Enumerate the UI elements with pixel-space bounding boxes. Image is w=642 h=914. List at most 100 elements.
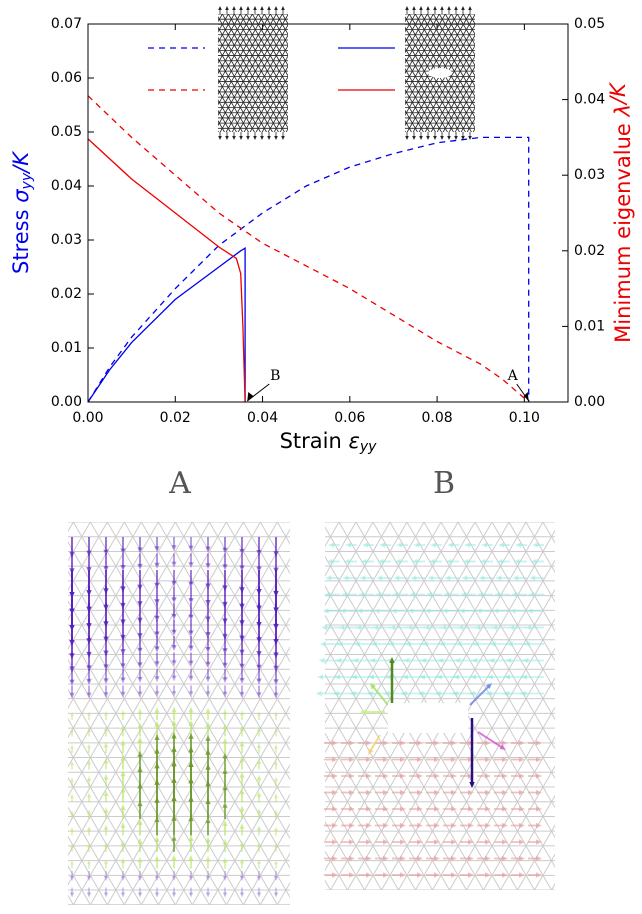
arrow-head xyxy=(317,674,323,680)
bond xyxy=(414,14,475,119)
arrow-head xyxy=(368,748,374,755)
arrow-head xyxy=(332,872,338,878)
arrow-head xyxy=(504,674,510,680)
arrow-head xyxy=(273,809,279,815)
bond xyxy=(68,522,210,768)
arrow-head xyxy=(360,558,367,565)
bond xyxy=(456,14,475,46)
arrow-head xyxy=(205,721,211,728)
arrow-head xyxy=(70,777,74,782)
arrow-head xyxy=(171,760,177,767)
arrow-head xyxy=(239,740,245,747)
arrow-head xyxy=(239,548,245,555)
arrow-head xyxy=(445,558,452,565)
bond xyxy=(0,522,220,910)
arrow-head xyxy=(403,657,410,664)
bond xyxy=(542,522,555,544)
arrow-head xyxy=(120,724,126,731)
arrow-head xyxy=(205,599,211,606)
bond xyxy=(218,109,231,132)
bond xyxy=(273,107,288,132)
arrow-head xyxy=(171,660,177,667)
arrow-head xyxy=(502,872,508,878)
y2-axis-label-part: λ xyxy=(611,104,635,117)
arrow-head xyxy=(400,756,406,763)
bond xyxy=(293,14,373,152)
bond xyxy=(482,765,555,890)
arrow-head xyxy=(154,661,160,668)
arrow-head xyxy=(430,542,436,548)
bond xyxy=(218,57,261,132)
arrow-head xyxy=(273,776,279,782)
arrow-head xyxy=(451,872,457,878)
bond xyxy=(219,14,288,132)
arrow-head xyxy=(434,822,440,829)
arrow-head xyxy=(455,641,462,647)
x-tick-label: 0.02 xyxy=(160,410,191,426)
arrow-head xyxy=(171,561,177,568)
arrow-head xyxy=(256,692,262,699)
y-tick-label: 0.05 xyxy=(51,124,82,140)
arrow-head xyxy=(405,136,409,140)
arrow-head xyxy=(351,674,357,680)
arrow-head xyxy=(345,542,351,548)
arrow-head xyxy=(519,839,525,845)
arrow-head xyxy=(536,872,542,878)
bond xyxy=(405,14,428,54)
lattice xyxy=(71,14,373,152)
bond xyxy=(174,705,290,905)
arrow-head xyxy=(536,789,542,796)
bond xyxy=(550,882,555,890)
arrow-head xyxy=(472,641,479,647)
arrow-head xyxy=(464,542,470,548)
arrow-head xyxy=(222,564,228,571)
arrow-head xyxy=(413,542,419,548)
arrow-head xyxy=(406,624,413,631)
bond xyxy=(71,14,151,152)
bond xyxy=(517,14,597,152)
x-axis-label: Strain εyy xyxy=(280,429,378,455)
arrow-head xyxy=(402,674,408,680)
arrow-head xyxy=(485,806,491,812)
bond xyxy=(306,14,386,152)
arrow-head xyxy=(457,624,464,631)
arrow-head xyxy=(366,855,372,862)
arrow-head xyxy=(103,710,109,716)
bond xyxy=(68,688,194,905)
arrow-head xyxy=(417,690,424,697)
arrow-head xyxy=(222,784,228,791)
arrow-head xyxy=(222,892,228,898)
arrow-head xyxy=(222,752,228,759)
arrow-head xyxy=(519,773,525,779)
arrow-head xyxy=(154,778,160,785)
arrow-head xyxy=(239,788,245,795)
arrow-head xyxy=(461,6,465,10)
arrow-head xyxy=(400,690,407,697)
bond xyxy=(68,522,125,621)
arrow-head xyxy=(120,786,126,793)
arrow-head xyxy=(485,740,491,746)
arrow-head xyxy=(205,616,211,623)
arrow-head xyxy=(332,839,338,845)
arrow-head xyxy=(366,740,372,746)
bond xyxy=(89,522,290,869)
arrow-head xyxy=(417,773,423,779)
arrow-head xyxy=(222,801,228,808)
arrow-head xyxy=(433,136,437,140)
bond xyxy=(237,44,288,132)
arrow-head xyxy=(366,773,372,779)
bond xyxy=(325,820,366,890)
arrow-head xyxy=(120,649,126,656)
bond xyxy=(245,14,288,87)
arrow-head xyxy=(154,816,160,823)
bond xyxy=(460,107,475,132)
arrow-head xyxy=(188,598,194,605)
arrow-head xyxy=(519,789,525,796)
arrow-head xyxy=(70,860,74,865)
arrow-head xyxy=(256,808,262,814)
bond xyxy=(251,14,288,77)
bond xyxy=(312,14,392,152)
arrow-head xyxy=(349,690,356,697)
arrow-head xyxy=(400,773,406,779)
bond xyxy=(325,522,493,813)
